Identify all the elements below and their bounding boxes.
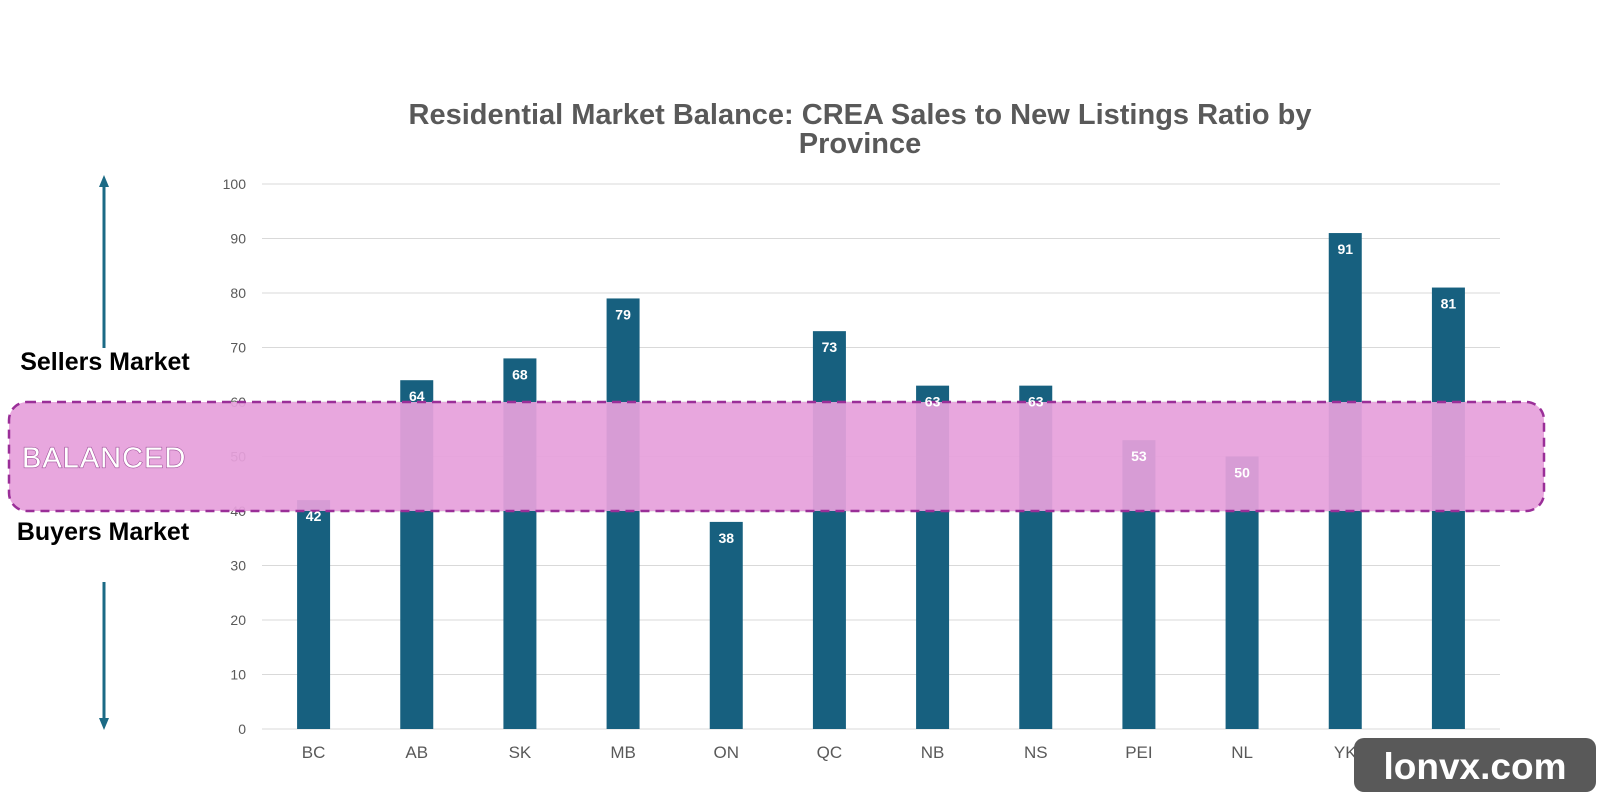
sellers-market-label: Sellers Market bbox=[20, 348, 190, 376]
balanced-band-label: BALANCED bbox=[22, 443, 186, 475]
x-tick-label: NL bbox=[1231, 743, 1253, 762]
bar-value-label: 68 bbox=[512, 366, 528, 382]
balanced-band-group: BALANCED bbox=[7, 400, 1546, 513]
x-tick-label: ON bbox=[714, 743, 740, 762]
y-tick-label: 90 bbox=[230, 231, 246, 247]
buyers-market-label: Buyers Market bbox=[17, 518, 190, 546]
bar-value-label: 64 bbox=[409, 388, 425, 404]
bar-value-label: 38 bbox=[718, 530, 734, 546]
bars bbox=[297, 233, 1465, 730]
x-tick-label: BC bbox=[302, 743, 326, 762]
y-tick-label: 20 bbox=[230, 612, 246, 628]
y-tick-label: 0 bbox=[238, 721, 246, 737]
bar-value-label: 81 bbox=[1441, 296, 1457, 312]
balanced-band bbox=[7, 400, 1546, 513]
sellers-arrow-icon bbox=[99, 175, 109, 187]
x-tick-label: QC bbox=[817, 743, 843, 762]
bar-on bbox=[709, 521, 743, 729]
bar-value-label: 53 bbox=[1131, 448, 1147, 464]
x-tick-label: NB bbox=[921, 743, 945, 762]
y-tick-label: 10 bbox=[230, 667, 246, 683]
x-tick-label: YK bbox=[1334, 743, 1357, 762]
x-tick-label: AB bbox=[405, 743, 428, 762]
watermark-badge bbox=[1354, 738, 1596, 792]
x-tick-label: NS bbox=[1024, 743, 1048, 762]
x-axis-ticks: BCABSKMBONQCNBNSPEINLYKNWT bbox=[302, 743, 1468, 762]
y-tick-label: 80 bbox=[230, 285, 246, 301]
bar-value-label: 63 bbox=[925, 394, 941, 410]
bar-value-label: 42 bbox=[306, 508, 322, 524]
bar-mb bbox=[606, 298, 640, 729]
y-tick-label: 70 bbox=[230, 340, 246, 356]
y-tick-label: 100 bbox=[223, 176, 247, 192]
bar-value-label: 79 bbox=[615, 306, 631, 322]
x-tick-label: PEI bbox=[1125, 743, 1152, 762]
y-axis-ticks: 0102030405060708090100 bbox=[223, 176, 247, 737]
chart-title-line-1: Residential Market Balance: CREA Sales t… bbox=[409, 99, 1312, 131]
buyers-arrow-icon bbox=[99, 718, 109, 730]
watermark-text: lonvx.com bbox=[1384, 746, 1567, 787]
bar-value-labels: 42 64 68 79 38 73 63 63 53 50 91 81 bbox=[306, 241, 1457, 546]
bar-bc bbox=[297, 500, 331, 729]
x-tick-label: MB bbox=[610, 743, 636, 762]
chart-title-line-2: Province bbox=[799, 128, 922, 160]
y-tick-label: 30 bbox=[230, 558, 246, 574]
bar-value-label: 91 bbox=[1337, 241, 1353, 257]
x-tick-label: SK bbox=[509, 743, 532, 762]
bar-qc bbox=[812, 331, 846, 729]
bar-value-label: 50 bbox=[1234, 465, 1250, 481]
bar-value-label: 63 bbox=[1028, 394, 1044, 410]
bar-value-label: 73 bbox=[822, 339, 838, 355]
